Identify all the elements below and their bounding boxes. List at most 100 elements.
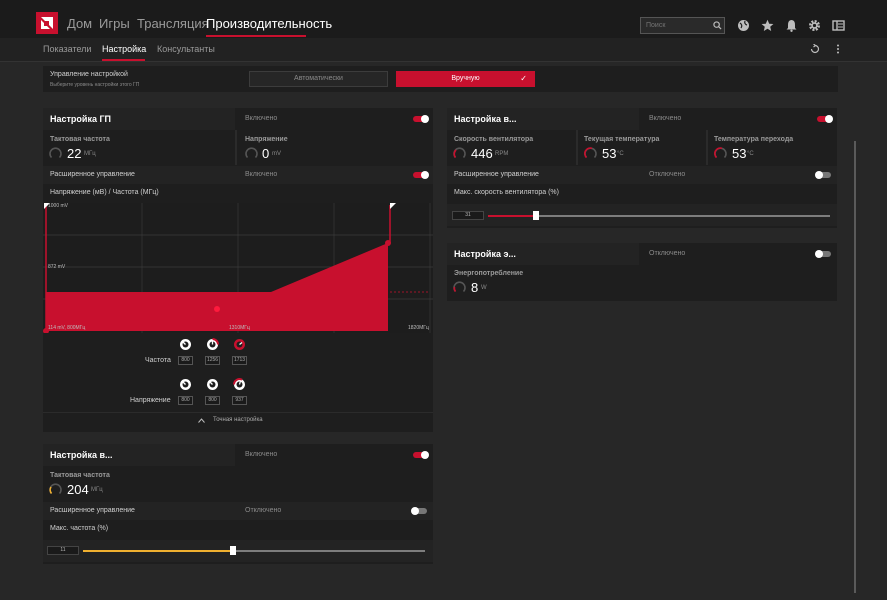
right-corner-marker-icon bbox=[390, 203, 396, 209]
search-input[interactable] bbox=[646, 19, 706, 32]
gpu-voltage-value: 0 bbox=[262, 146, 270, 161]
globe-icon[interactable] bbox=[737, 19, 750, 32]
fan-advanced-row bbox=[447, 166, 837, 184]
manual-button-label: Вручную bbox=[451, 75, 480, 82]
tab-metrics[interactable]: Показатели bbox=[43, 44, 92, 54]
frequency-value-1[interactable]: 800 bbox=[178, 356, 193, 365]
frequency-value-2[interactable]: 1256 bbox=[205, 356, 220, 365]
nav-streaming[interactable]: Трансляция bbox=[137, 16, 209, 31]
gpu-advanced-row bbox=[43, 166, 433, 184]
vram-clock-label: Тактовая частота bbox=[50, 472, 110, 479]
voltage-value-3[interactable]: 937 bbox=[232, 396, 247, 405]
junction-temp-label: Температура перехода bbox=[714, 136, 794, 143]
max-fan-speed-label: Макс. скорость вентилятора (%) bbox=[454, 189, 559, 196]
current-temp-value: 53 bbox=[602, 146, 617, 161]
voltage-value-2[interactable]: 800 bbox=[205, 396, 220, 405]
fan-advanced-toggle[interactable] bbox=[815, 171, 831, 179]
vram-tuning-toggle[interactable] bbox=[413, 451, 429, 459]
gpu-voltage-gauge-icon bbox=[245, 147, 258, 159]
layout-icon[interactable] bbox=[832, 19, 845, 32]
power-consumption-unit: W bbox=[481, 285, 487, 291]
curve-title: Напряжение (мВ) / Частота (МГц) bbox=[50, 189, 159, 196]
frequency-dial-3-icon[interactable] bbox=[233, 338, 246, 351]
vram-max-freq-slider-track[interactable] bbox=[83, 546, 425, 555]
curve-point-2[interactable] bbox=[214, 306, 220, 312]
tuning-control-subtitle: Выберите уровень настройки этого ГП bbox=[50, 82, 140, 88]
manual-button[interactable]: Вручную ✓ bbox=[396, 71, 535, 87]
search-box[interactable] bbox=[640, 17, 725, 34]
tuning-control-title: Управление настройкой bbox=[50, 71, 128, 78]
voltage-dial-1-icon[interactable] bbox=[179, 378, 192, 391]
power-tuning-toggle[interactable] bbox=[815, 250, 831, 258]
power-gauge-icon bbox=[453, 281, 466, 293]
gpu-advanced-toggle[interactable] bbox=[413, 171, 429, 179]
curve-x-right-label: 1820МГц bbox=[408, 325, 429, 331]
frequency-dial-1-icon[interactable] bbox=[179, 338, 192, 351]
vram-tuning-header bbox=[43, 444, 235, 466]
curve-y-mid-label: 872 mV bbox=[48, 264, 66, 270]
vram-max-freq-slider-fill bbox=[83, 550, 233, 552]
voltage-value-1[interactable]: 800 bbox=[178, 396, 193, 405]
chevron-up-icon[interactable] bbox=[198, 418, 205, 423]
gpu-clock-unit: МГц bbox=[84, 151, 96, 157]
amd-logo-icon[interactable] bbox=[36, 12, 58, 34]
checkmark-icon: ✓ bbox=[520, 74, 527, 83]
vram-max-freq-slider-thumb[interactable] bbox=[230, 546, 236, 555]
fine-tune-link[interactable]: Точная настройка bbox=[213, 417, 263, 423]
curve-point-1[interactable] bbox=[43, 328, 49, 333]
nav-home[interactable]: Дом bbox=[67, 16, 93, 31]
gear-icon[interactable] bbox=[808, 19, 821, 32]
max-fan-speed-slider-track[interactable] bbox=[488, 211, 830, 220]
junction-temp-value: 53 bbox=[732, 146, 747, 161]
fan-tuning-toggle[interactable] bbox=[817, 115, 833, 123]
tab-tuning[interactable]: Настройка bbox=[102, 44, 147, 54]
power-tuning-state: Отключено bbox=[649, 250, 686, 257]
fan-speed-gauge-icon bbox=[453, 147, 466, 159]
search-icon[interactable] bbox=[713, 21, 722, 30]
nav-games[interactable]: Игры bbox=[99, 16, 130, 31]
curve-area bbox=[46, 243, 388, 331]
max-fan-speed-slider-fill bbox=[488, 215, 536, 217]
voltage-dial-2-icon[interactable] bbox=[206, 378, 219, 391]
gpu-tuning-title: Настройка ГП bbox=[50, 114, 112, 124]
scrollbar[interactable] bbox=[854, 141, 856, 593]
automatic-button[interactable]: Автоматически bbox=[249, 71, 388, 87]
fan-advanced-state: Отключено bbox=[649, 171, 686, 178]
vram-advanced-row bbox=[43, 502, 433, 520]
vram-max-freq-input[interactable]: 11 bbox=[47, 546, 79, 555]
nav-performance[interactable]: Производительность bbox=[206, 16, 333, 31]
divider bbox=[706, 130, 708, 165]
frequency-value-3[interactable]: 1713 bbox=[232, 356, 247, 365]
vram-advanced-toggle[interactable] bbox=[411, 507, 427, 515]
reset-icon[interactable] bbox=[810, 44, 820, 54]
max-fan-speed-slider-thumb[interactable] bbox=[533, 211, 539, 220]
voltage-frequency-curve[interactable] bbox=[43, 203, 433, 333]
vram-clock-unit: МГц bbox=[91, 487, 103, 493]
voltage-knobs-label: Напряжение bbox=[130, 397, 171, 404]
vram-max-freq-label: Макс. частота (%) bbox=[50, 525, 109, 532]
gpu-tuning-toggle[interactable] bbox=[413, 115, 429, 123]
gpu-voltage-unit: mV bbox=[272, 151, 281, 157]
frequency-knobs-label: Частота bbox=[145, 357, 171, 364]
frequency-dial-2-icon[interactable] bbox=[206, 338, 219, 351]
gpu-voltage-label: Напряжение bbox=[245, 136, 288, 143]
tab-advisors[interactable]: Консультанты bbox=[157, 44, 215, 54]
current-temp-unit: °C bbox=[617, 151, 624, 157]
junction-temp-unit: °C bbox=[747, 151, 754, 157]
max-fan-speed-input[interactable]: 31 bbox=[452, 211, 484, 220]
left-corner-marker-icon bbox=[44, 203, 50, 209]
vram-tuning-state: Включено bbox=[245, 451, 278, 458]
more-options-icon[interactable] bbox=[836, 44, 840, 54]
bell-icon[interactable] bbox=[785, 19, 798, 32]
top-navigation-bar bbox=[0, 0, 887, 38]
gpu-tuning-state: Включено bbox=[245, 115, 278, 122]
gpu-advanced-state: Включено bbox=[245, 171, 278, 178]
power-consumption-label: Энергопотребление bbox=[454, 270, 524, 277]
curve-point-3[interactable] bbox=[385, 240, 391, 246]
voltage-dial-3-icon[interactable] bbox=[233, 378, 246, 391]
divider bbox=[235, 130, 237, 165]
star-icon[interactable] bbox=[761, 19, 774, 32]
curve-x-left-label: 114 mV, 800МГц bbox=[48, 325, 86, 331]
sub-navigation-bar bbox=[0, 38, 887, 62]
nav-active-indicator bbox=[206, 35, 306, 37]
